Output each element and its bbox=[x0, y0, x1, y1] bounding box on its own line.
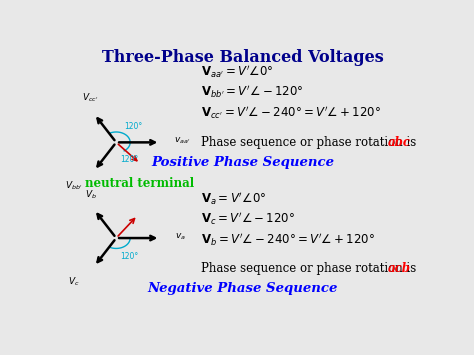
Text: $\mathbf{V}_{aa'} = V'\angle 0°$: $\mathbf{V}_{aa'} = V'\angle 0°$ bbox=[201, 63, 273, 80]
Text: Positive Phase Sequence: Positive Phase Sequence bbox=[151, 156, 335, 169]
Text: $\mathbf{V}_c = V'\angle - 120°$: $\mathbf{V}_c = V'\angle - 120°$ bbox=[201, 211, 295, 227]
Text: $\mathbf{V}_b = V'\angle - 240° = V'\angle + 120°$: $\mathbf{V}_b = V'\angle - 240° = V'\ang… bbox=[201, 231, 375, 248]
Text: Phase sequence or phase rotation is: Phase sequence or phase rotation is bbox=[201, 262, 419, 275]
Text: Three-Phase Balanced Voltages: Three-Phase Balanced Voltages bbox=[102, 49, 384, 66]
Text: $V_{bb'}$: $V_{bb'}$ bbox=[65, 180, 83, 192]
Text: 120°: 120° bbox=[120, 155, 139, 164]
Text: acb: acb bbox=[388, 262, 411, 275]
Text: $V_b$: $V_b$ bbox=[84, 189, 96, 201]
Text: Negative Phase Sequence: Negative Phase Sequence bbox=[148, 282, 338, 295]
Text: $v_{aa'}$: $v_{aa'}$ bbox=[174, 136, 191, 146]
Text: $V_c$: $V_c$ bbox=[68, 275, 80, 288]
Text: $v_a$: $v_a$ bbox=[175, 231, 186, 242]
Text: $\mathbf{V}_{bb'} = V'\angle - 120°$: $\mathbf{V}_{bb'} = V'\angle - 120°$ bbox=[201, 83, 303, 100]
Text: neutral terminal: neutral terminal bbox=[85, 177, 194, 190]
Text: $V_{cc'}$: $V_{cc'}$ bbox=[82, 91, 99, 104]
Text: 120°: 120° bbox=[120, 252, 138, 261]
Text: $\mathbf{V}_a = V'\angle 0°$: $\mathbf{V}_a = V'\angle 0°$ bbox=[201, 190, 266, 207]
Text: Phase sequence or phase rotation is: Phase sequence or phase rotation is bbox=[201, 136, 419, 149]
Text: $\mathbf{V}_{cc'} = V'\angle - 240° = V'\angle + 120°$: $\mathbf{V}_{cc'} = V'\angle - 240° = V'… bbox=[201, 104, 381, 121]
Text: abc: abc bbox=[388, 136, 411, 149]
Text: 120°: 120° bbox=[124, 122, 143, 131]
